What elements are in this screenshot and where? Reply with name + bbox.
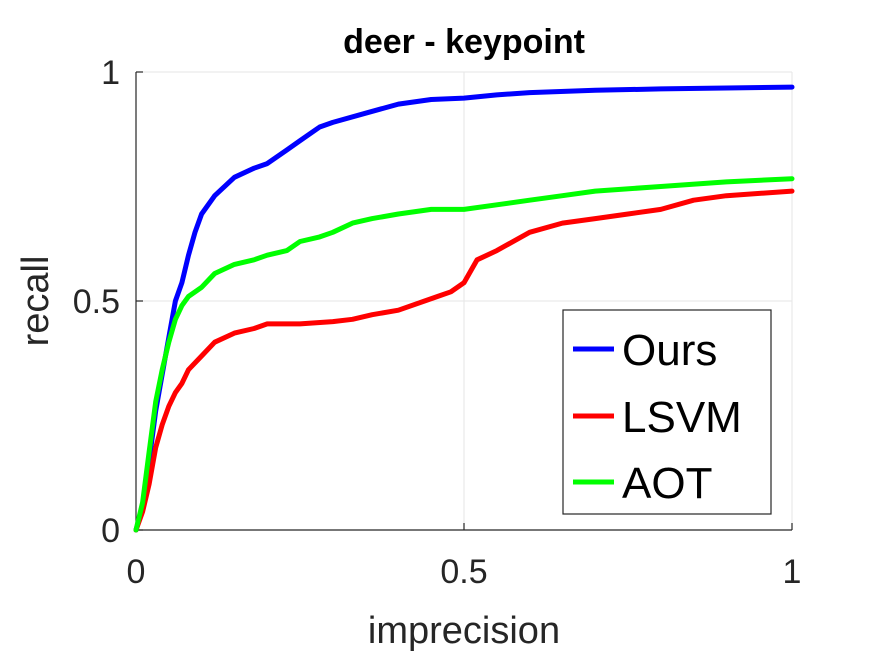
axes — [135, 71, 793, 531]
y-axis-label: recall — [15, 256, 57, 347]
y-tick-label: 1 — [101, 54, 120, 92]
chart-title: deer - keypoint — [343, 23, 585, 61]
legend-label-lsvm: LSVM — [622, 393, 742, 442]
x-tick-label: 0 — [127, 553, 146, 591]
series-line-aot — [133, 176, 795, 533]
y-tick-label: 0 — [101, 512, 120, 550]
legend-label-ours: Ours — [622, 326, 717, 375]
series-line-lsvm — [133, 188, 795, 533]
tick-labels: 0 0.5 1 0 0.5 1 — [73, 54, 802, 591]
y-tick-label: 0.5 — [73, 283, 120, 321]
legend: Ours LSVM AOT — [562, 309, 772, 515]
series-layer — [133, 84, 795, 533]
legend-label-aot: AOT — [622, 459, 712, 508]
x-axis-label: imprecision — [368, 610, 560, 652]
x-tick-label: 1 — [783, 553, 802, 591]
x-tick-label: 0.5 — [440, 553, 487, 591]
